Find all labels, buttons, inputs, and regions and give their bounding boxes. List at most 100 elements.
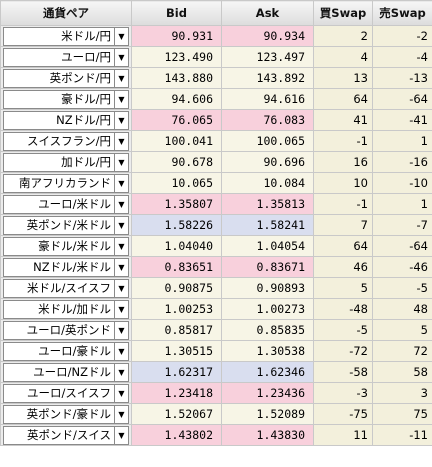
- ask-price[interactable]: 1.04054: [221, 235, 314, 257]
- dropdown-arrow-icon[interactable]: ▼: [114, 321, 128, 339]
- ask-price[interactable]: 1.00273: [221, 298, 314, 320]
- pair-select[interactable]: 米ドル/円 ▼: [3, 26, 129, 46]
- header-bid[interactable]: Bid: [131, 0, 222, 26]
- dropdown-arrow-icon[interactable]: ▼: [114, 342, 128, 360]
- pair-select[interactable]: 豪ドル/円 ▼: [3, 89, 129, 109]
- bid-price[interactable]: 1.35807: [131, 193, 222, 215]
- table-row[interactable]: ユーロ/豪ドル ▼ 1.30515 1.30538 -72 72: [0, 340, 432, 362]
- ask-price[interactable]: 10.084: [221, 172, 314, 194]
- ask-price[interactable]: 0.90893: [221, 277, 314, 299]
- table-row[interactable]: 英ポンド/米ドル ▼ 1.58226 1.58241 7 -7: [0, 214, 432, 236]
- bid-price[interactable]: 1.43802: [131, 424, 222, 446]
- pair-select[interactable]: NZドル/米ドル ▼: [3, 257, 129, 277]
- table-row[interactable]: 豪ドル/米ドル ▼ 1.04040 1.04054 64 -64: [0, 235, 432, 257]
- bid-price[interactable]: 76.065: [131, 109, 222, 131]
- dropdown-arrow-icon[interactable]: ▼: [114, 216, 128, 234]
- pair-select[interactable]: スイスフラン/円 ▼: [3, 131, 129, 151]
- bid-price[interactable]: 0.83651: [131, 256, 222, 278]
- bid-price[interactable]: 1.58226: [131, 214, 222, 236]
- dropdown-arrow-icon[interactable]: ▼: [114, 258, 128, 276]
- table-row[interactable]: 豪ドル/円 ▼ 94.606 94.616 64 -64: [0, 88, 432, 110]
- table-row[interactable]: 加ドル/円 ▼ 90.678 90.696 16 -16: [0, 151, 432, 173]
- pair-select[interactable]: 加ドル/円 ▼: [3, 152, 129, 172]
- bid-price[interactable]: 123.490: [131, 46, 222, 68]
- pair-select[interactable]: 英ポンド/米ドル ▼: [3, 215, 129, 235]
- dropdown-arrow-icon[interactable]: ▼: [114, 237, 128, 255]
- header-sell-swap[interactable]: 売Swap: [372, 0, 432, 26]
- ask-price[interactable]: 100.065: [221, 130, 314, 152]
- table-row[interactable]: ユーロ/米ドル ▼ 1.35807 1.35813 -1 1: [0, 193, 432, 215]
- ask-price[interactable]: 123.497: [221, 46, 314, 68]
- pair-select[interactable]: ユーロ/NZドル ▼: [3, 362, 129, 382]
- dropdown-arrow-icon[interactable]: ▼: [114, 195, 128, 213]
- table-row[interactable]: NZドル/米ドル ▼ 0.83651 0.83671 46 -46: [0, 256, 432, 278]
- pair-select[interactable]: 米ドル/加ドル ▼: [3, 299, 129, 319]
- ask-price[interactable]: 143.892: [221, 67, 314, 89]
- ask-price[interactable]: 0.83671: [221, 256, 314, 278]
- bid-price[interactable]: 0.90875: [131, 277, 222, 299]
- dropdown-arrow-icon[interactable]: ▼: [114, 90, 128, 108]
- dropdown-arrow-icon[interactable]: ▼: [114, 300, 128, 318]
- ask-price[interactable]: 90.934: [221, 25, 314, 47]
- table-row[interactable]: ユーロ/円 ▼ 123.490 123.497 4 -4: [0, 46, 432, 68]
- pair-select[interactable]: 豪ドル/米ドル ▼: [3, 236, 129, 256]
- ask-price[interactable]: 1.52089: [221, 403, 314, 425]
- bid-price[interactable]: 1.23418: [131, 382, 222, 404]
- table-row[interactable]: ユーロ/英ポンド ▼ 0.85817 0.85835 -5 5: [0, 319, 432, 341]
- ask-price[interactable]: 1.58241: [221, 214, 314, 236]
- ask-price[interactable]: 1.23436: [221, 382, 314, 404]
- bid-price[interactable]: 1.62317: [131, 361, 222, 383]
- ask-price[interactable]: 1.62346: [221, 361, 314, 383]
- pair-select[interactable]: 米ドル/スイスフ ▼: [3, 278, 129, 298]
- pair-select[interactable]: ユーロ/円 ▼: [3, 47, 129, 67]
- bid-price[interactable]: 1.00253: [131, 298, 222, 320]
- header-buy-swap[interactable]: 買Swap: [313, 0, 373, 26]
- ask-price[interactable]: 1.30538: [221, 340, 314, 362]
- dropdown-arrow-icon[interactable]: ▼: [114, 153, 128, 171]
- pair-select[interactable]: ユーロ/英ポンド ▼: [3, 320, 129, 340]
- dropdown-arrow-icon[interactable]: ▼: [114, 69, 128, 87]
- table-row[interactable]: 米ドル/円 ▼ 90.931 90.934 2 -2: [0, 25, 432, 47]
- bid-price[interactable]: 90.678: [131, 151, 222, 173]
- table-row[interactable]: 英ポンド/豪ドル ▼ 1.52067 1.52089 -75 75: [0, 403, 432, 425]
- table-row[interactable]: ユーロ/スイスフ ▼ 1.23418 1.23436 -3 3: [0, 382, 432, 404]
- pair-select[interactable]: 南アフリカランド ▼: [3, 173, 129, 193]
- dropdown-arrow-icon[interactable]: ▼: [114, 174, 128, 192]
- bid-price[interactable]: 10.065: [131, 172, 222, 194]
- pair-select[interactable]: NZドル/円 ▼: [3, 110, 129, 130]
- dropdown-arrow-icon[interactable]: ▼: [114, 48, 128, 66]
- dropdown-arrow-icon[interactable]: ▼: [114, 132, 128, 150]
- table-row[interactable]: スイスフラン/円 ▼ 100.041 100.065 -1 1: [0, 130, 432, 152]
- header-ask[interactable]: Ask: [221, 0, 314, 26]
- bid-price[interactable]: 143.880: [131, 67, 222, 89]
- dropdown-arrow-icon[interactable]: ▼: [114, 384, 128, 402]
- pair-select[interactable]: ユーロ/スイスフ ▼: [3, 383, 129, 403]
- dropdown-arrow-icon[interactable]: ▼: [114, 405, 128, 423]
- bid-price[interactable]: 0.85817: [131, 319, 222, 341]
- ask-price[interactable]: 1.35813: [221, 193, 314, 215]
- bid-price[interactable]: 100.041: [131, 130, 222, 152]
- pair-select[interactable]: 英ポンド/スイス ▼: [3, 425, 129, 445]
- table-row[interactable]: 米ドル/スイスフ ▼ 0.90875 0.90893 5 -5: [0, 277, 432, 299]
- ask-price[interactable]: 90.696: [221, 151, 314, 173]
- ask-price[interactable]: 1.43830: [221, 424, 314, 446]
- dropdown-arrow-icon[interactable]: ▼: [114, 111, 128, 129]
- table-row[interactable]: 英ポンド/スイス ▼ 1.43802 1.43830 11 -11: [0, 424, 432, 446]
- table-row[interactable]: ユーロ/NZドル ▼ 1.62317 1.62346 -58 58: [0, 361, 432, 383]
- ask-price[interactable]: 76.083: [221, 109, 314, 131]
- table-row[interactable]: NZドル/円 ▼ 76.065 76.083 41 -41: [0, 109, 432, 131]
- dropdown-arrow-icon[interactable]: ▼: [114, 279, 128, 297]
- dropdown-arrow-icon[interactable]: ▼: [114, 363, 128, 381]
- header-pair[interactable]: 通貨ペア: [0, 0, 132, 26]
- bid-price[interactable]: 90.931: [131, 25, 222, 47]
- pair-select[interactable]: ユーロ/豪ドル ▼: [3, 341, 129, 361]
- dropdown-arrow-icon[interactable]: ▼: [114, 426, 128, 444]
- ask-price[interactable]: 0.85835: [221, 319, 314, 341]
- bid-price[interactable]: 1.04040: [131, 235, 222, 257]
- pair-select[interactable]: ユーロ/米ドル ▼: [3, 194, 129, 214]
- table-row[interactable]: 南アフリカランド ▼ 10.065 10.084 10 -10: [0, 172, 432, 194]
- table-row[interactable]: 英ポンド/円 ▼ 143.880 143.892 13 -13: [0, 67, 432, 89]
- ask-price[interactable]: 94.616: [221, 88, 314, 110]
- dropdown-arrow-icon[interactable]: ▼: [114, 27, 128, 45]
- pair-select[interactable]: 英ポンド/豪ドル ▼: [3, 404, 129, 424]
